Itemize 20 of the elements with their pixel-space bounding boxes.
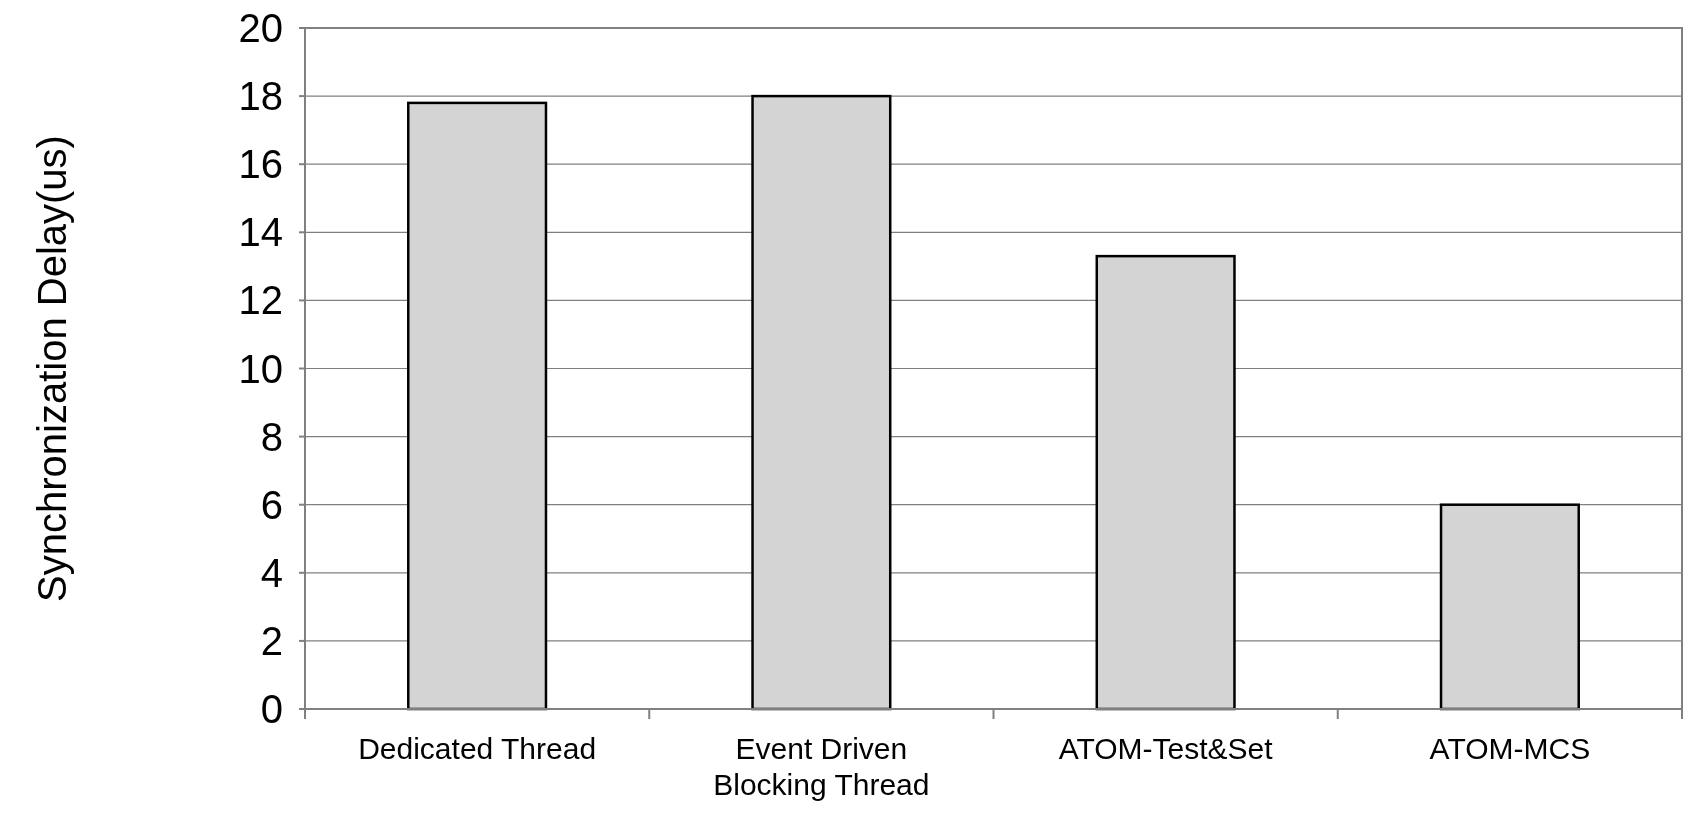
y-axis-title: Synchronization Delay(us) bbox=[30, 135, 74, 602]
y-tick-label: 18 bbox=[238, 74, 283, 119]
bar bbox=[1095, 254, 1236, 711]
y-tick-label: 6 bbox=[260, 482, 283, 527]
y-tick-label: 14 bbox=[238, 210, 283, 255]
y-tick-label: 20 bbox=[238, 6, 283, 50]
bar bbox=[751, 94, 892, 711]
x-tick-label: ATOM-MCS bbox=[1429, 732, 1591, 765]
x-tick-label: Dedicated Thread bbox=[358, 732, 597, 765]
y-tick-label: 12 bbox=[238, 278, 283, 323]
y-tick-label: 16 bbox=[238, 142, 283, 187]
y-tick-label: 2 bbox=[260, 618, 283, 663]
y-tick-label: 8 bbox=[260, 414, 283, 459]
x-tick-label: ATOM-Test&Set bbox=[1058, 732, 1274, 765]
y-tick-label: 4 bbox=[260, 550, 283, 595]
y-tick-label: 0 bbox=[260, 687, 283, 731]
x-tick-label: Event Driven Blocking Thread bbox=[713, 732, 930, 801]
bar bbox=[1439, 503, 1580, 711]
bar bbox=[407, 101, 548, 711]
y-tick-label: 10 bbox=[238, 346, 283, 391]
